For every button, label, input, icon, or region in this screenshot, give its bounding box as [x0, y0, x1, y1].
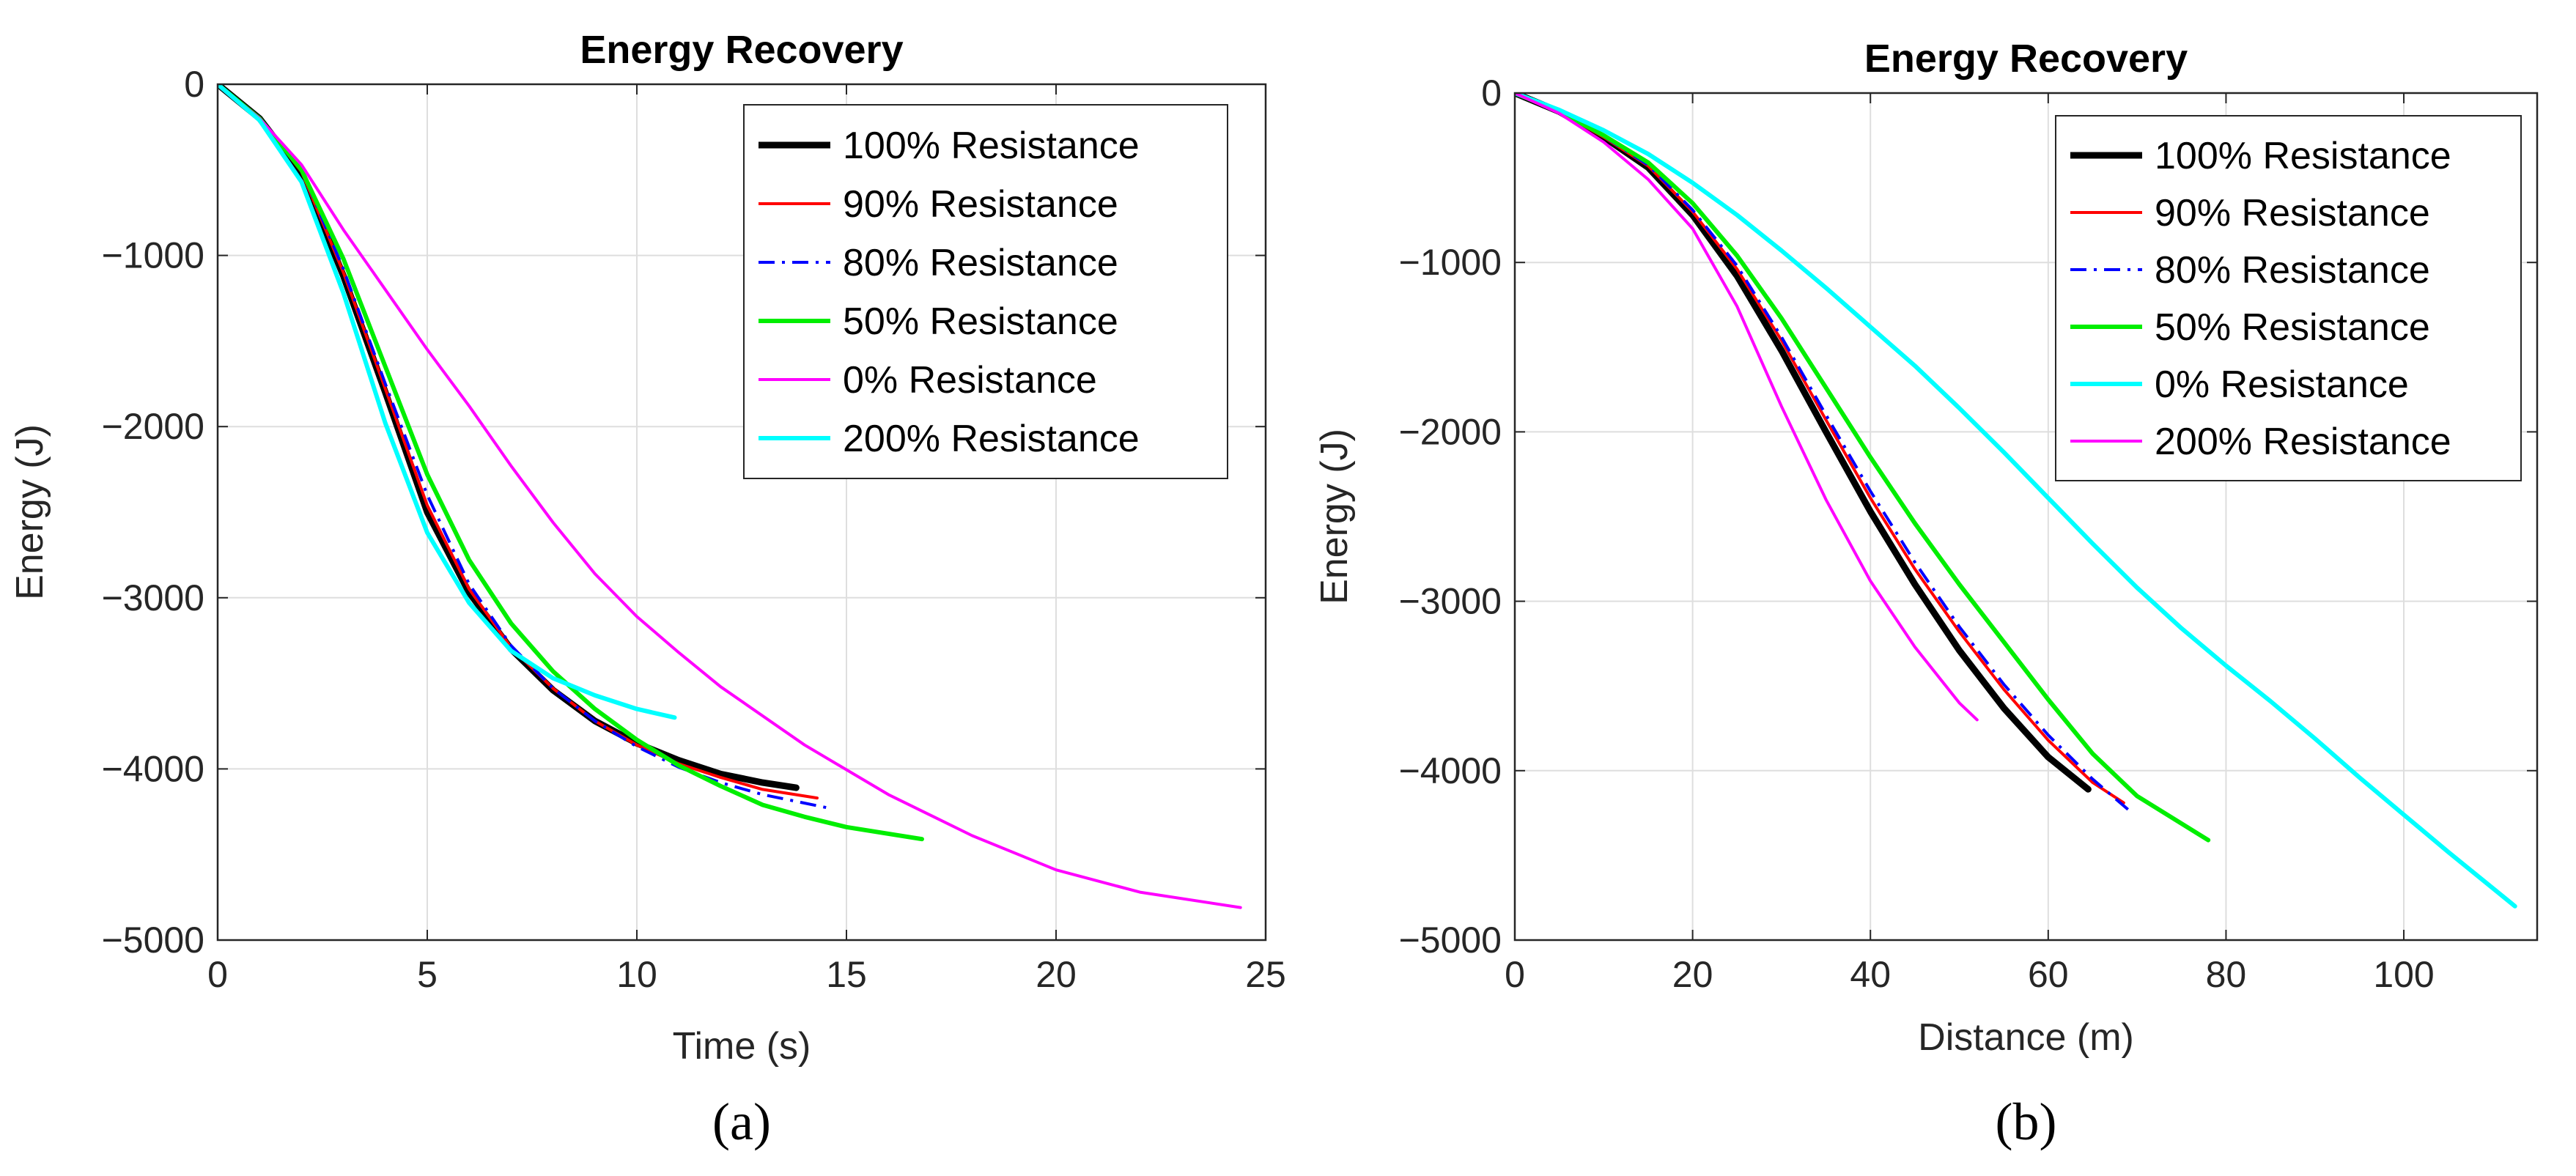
- x-tick-label: 5: [417, 954, 438, 995]
- x-tick-label: 25: [1245, 954, 1286, 995]
- series-line: [1515, 93, 2211, 843]
- y-tick-label: −4000: [1399, 750, 1502, 791]
- series-line: [218, 84, 924, 842]
- x-tick-label: 20: [1036, 954, 1077, 995]
- y-tick-label: −5000: [1399, 920, 1502, 961]
- y-axis-label: Energy (J): [9, 424, 51, 600]
- axes-box: [1513, 92, 2539, 942]
- x-tick-label: 60: [2028, 954, 2069, 995]
- legend-label: 80% Resistance: [843, 242, 1118, 284]
- legend-label: 100% Resistance: [2155, 135, 2451, 177]
- x-axis-label: Distance (m): [1918, 1016, 2134, 1059]
- chart-title: Energy Recovery: [580, 28, 903, 72]
- x-tick-label: 20: [1672, 954, 1713, 995]
- x-axis-label: Time (s): [673, 1025, 811, 1068]
- chart-title: Energy Recovery: [1864, 37, 2188, 81]
- panel-a-time-chart: 0 5 10 15 20 25 0 −1000 −2000 −3000 −4000 −5000 Ener…: [9, 28, 1286, 1151]
- y-tick-label: −2000: [102, 406, 204, 447]
- x-tick-label: 100: [2373, 954, 2434, 995]
- y-tick-label: −1000: [1399, 242, 1502, 283]
- legend-label: 200% Resistance: [2155, 421, 2451, 463]
- x-tick-label: 80: [2206, 954, 2247, 995]
- legend-label: 90% Resistance: [843, 183, 1118, 226]
- series-group: [1515, 93, 2517, 909]
- series-group: [218, 84, 1242, 909]
- legend-box: [743, 104, 1228, 479]
- legend-label: 0% Resistance: [843, 359, 1097, 402]
- x-tick-label: 0: [207, 954, 228, 995]
- x-tick-label: 0: [1505, 954, 1525, 995]
- legend-label: 50% Resistance: [843, 300, 1118, 343]
- legend-label: 200% Resistance: [843, 418, 1140, 460]
- series-line: [218, 84, 1242, 909]
- legend-label: 0% Resistance: [2155, 363, 2409, 406]
- panel-b-distance-chart: 0 20 40 60 80 100 0 −1000 −2000 −3000 −4000 −5000 En…: [1313, 37, 2539, 1151]
- x-tick-label: 10: [616, 954, 657, 995]
- series-line: [218, 84, 677, 720]
- y-axis-label: Energy (J): [1313, 429, 1356, 604]
- panel-label: (b): [1996, 1092, 2057, 1151]
- legend: 100% Resistance 90% Resistance 80% Resista…: [743, 104, 1228, 479]
- y-tick-label: 0: [184, 64, 204, 105]
- legend-label: 50% Resistance: [2155, 306, 2430, 349]
- legend-label: 80% Resistance: [2155, 249, 2430, 292]
- legend-label: 100% Resistance: [843, 125, 1140, 167]
- y-tick-label: 0: [1481, 73, 1502, 114]
- y-tick-label: −3000: [102, 577, 204, 618]
- legend-label: 90% Resistance: [2155, 192, 2430, 234]
- legend-box: [2055, 115, 2522, 481]
- y-tick-label: −3000: [1399, 581, 1502, 622]
- y-tick-label: −2000: [1399, 411, 1502, 452]
- x-tick-label: 40: [1850, 954, 1891, 995]
- x-tick-label: 15: [826, 954, 867, 995]
- series-line: [1515, 93, 1979, 722]
- axes-box: [216, 83, 1267, 942]
- panel-label: (a): [712, 1092, 771, 1151]
- y-tick-label: −4000: [102, 748, 204, 789]
- series-line: [1515, 93, 2517, 909]
- y-tick-label: −5000: [102, 920, 204, 961]
- y-tick-label: −1000: [102, 235, 204, 276]
- legend: 100% Resistance 90% Resistance 80% Resista…: [2055, 115, 2522, 481]
